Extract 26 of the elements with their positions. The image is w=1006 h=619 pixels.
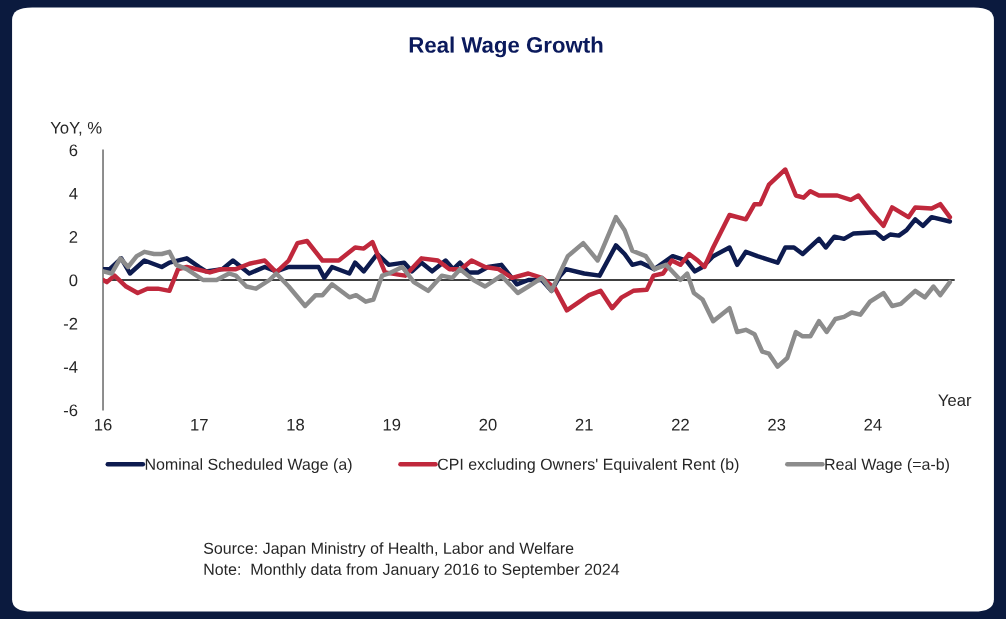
source-note: Source: Japan Ministry of Health, Labor and Welfare [203, 542, 574, 558]
chart-title: Real Wage Growth [409, 36, 603, 58]
x-tick-label: 24 [864, 418, 882, 431]
line-series [103, 167, 953, 313]
legend-label: CPI excluding Owners' Equivalent Rent (b) [437, 458, 739, 474]
x-axis-title: Year [938, 394, 972, 407]
y-tick-label: -4 [63, 361, 78, 373]
x-tick-label: 19 [383, 418, 401, 431]
y-tick-label: 0 [69, 274, 78, 287]
line-series [103, 214, 953, 369]
y-tick-label: -2 [63, 317, 78, 330]
legend-label: Real Wage (=a-b) [825, 458, 949, 474]
x-tick-label: 22 [671, 418, 689, 431]
legend-label: Nominal Scheduled Wage (a) [145, 458, 352, 474]
y-tick-label: -6 [63, 404, 78, 417]
y-axis-title: YoY, % [50, 121, 102, 136]
text: Note: Monthly data from January 2016 to September 2024 [204, 563, 620, 579]
x-tick-label: 21 [575, 418, 593, 431]
x-tick-label: 23 [768, 418, 786, 431]
y-tick-label: 4 [69, 187, 78, 200]
x-tick-label: 20 [479, 418, 497, 431]
x-tick-label: 17 [191, 418, 208, 431]
x-tick-label: 18 [287, 418, 305, 431]
y-tick-label: 6 [69, 144, 78, 157]
y-tick-label: 2 [69, 231, 78, 243]
x-tick-label: 16 [95, 418, 112, 431]
